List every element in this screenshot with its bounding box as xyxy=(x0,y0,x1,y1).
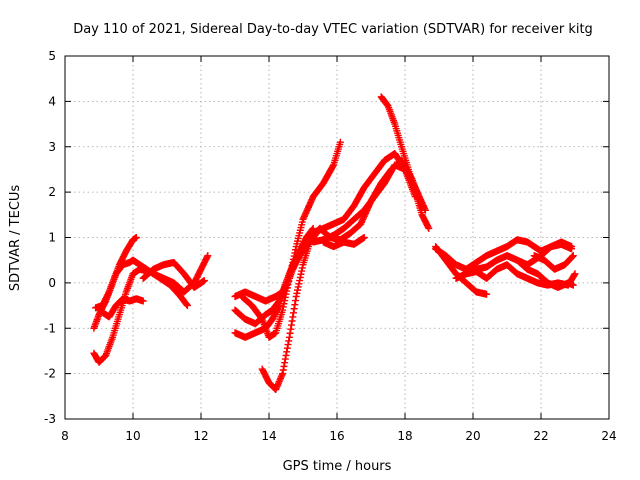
y-tick-label: -3 xyxy=(44,412,56,426)
data-point xyxy=(132,234,140,241)
data-point xyxy=(139,297,147,305)
y-tick-label: 0 xyxy=(48,276,56,290)
series-track-17 xyxy=(377,93,433,232)
y-axis-label: SDTVAR / TECUs xyxy=(8,185,23,292)
x-tick-label: 10 xyxy=(125,429,140,443)
y-tick-label: 4 xyxy=(48,94,56,108)
plot-frame xyxy=(64,55,610,420)
data-point xyxy=(425,224,433,232)
y-tick-label: 2 xyxy=(48,185,56,199)
x-tick-label: 22 xyxy=(533,429,548,443)
x-tick-label: 14 xyxy=(261,429,276,443)
x-tick-label: 24 xyxy=(601,429,616,443)
data-point xyxy=(568,245,576,253)
series-track-15 xyxy=(316,156,426,244)
data-point xyxy=(360,234,368,241)
data-point xyxy=(569,252,577,260)
series-track-04 xyxy=(98,295,147,321)
y-tick-label: 1 xyxy=(48,231,56,245)
x-axis-label: GPS time / hours xyxy=(283,459,392,474)
y-tick-label: -1 xyxy=(44,321,56,335)
x-tick-label: 12 xyxy=(193,429,208,443)
x-tick-label: 20 xyxy=(465,429,480,443)
data-point xyxy=(483,290,491,298)
data-point xyxy=(183,302,191,310)
data-point xyxy=(336,138,344,146)
x-tick-label: 18 xyxy=(397,429,412,443)
y-tick-label: 3 xyxy=(48,140,56,154)
series-track-16 xyxy=(319,234,368,251)
data-points xyxy=(90,93,579,394)
series-track-23 xyxy=(530,252,577,273)
x-tick-label: 8 xyxy=(61,429,69,443)
x-tick-label: 16 xyxy=(329,429,344,443)
data-point xyxy=(571,270,579,278)
series-track-12 xyxy=(258,229,321,394)
data-point xyxy=(569,281,577,289)
data-point xyxy=(204,252,212,260)
series-track-11 xyxy=(238,138,344,341)
y-tick-label: -2 xyxy=(44,367,56,381)
chart-title: Day 110 of 2021, Sidereal Day-to-day VTE… xyxy=(73,22,593,37)
series-track-22 xyxy=(503,252,577,291)
series-track-03 xyxy=(92,256,137,312)
data-point xyxy=(200,277,208,285)
y-tick-label: 5 xyxy=(48,49,56,63)
series-track-07 xyxy=(139,258,208,291)
